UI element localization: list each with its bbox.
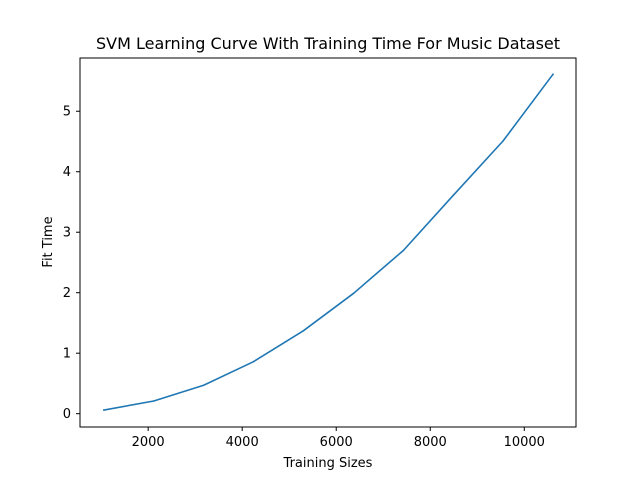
y-tick-label: 0 [63,407,71,422]
x-tick-label: 10000 [504,435,545,450]
y-tick-label: 1 [63,347,71,362]
y-tick-label: 4 [63,165,71,180]
y-tick-label: 2 [63,286,71,301]
data-point [103,409,105,411]
series-layer [103,73,555,411]
data-point [302,330,305,332]
x-tick-label: 4000 [226,435,259,450]
data-point [402,249,405,252]
data-point [502,140,504,142]
y-tick-label: 3 [63,226,71,241]
data-point [352,292,355,295]
data-point [153,400,155,402]
data-point [552,73,554,76]
x-tick-label: 2000 [132,435,165,450]
chart-title: SVM Learning Curve With Training Time Fo… [96,34,560,53]
y-axis-label: Fit Time [41,216,56,267]
y-tick-label: 5 [63,105,71,120]
plot-frame [79,57,577,428]
data-point [202,384,205,387]
x-tick-label: 8000 [414,435,447,450]
x-tick-label: 6000 [320,435,353,450]
series-line [103,73,555,411]
data-point [452,194,455,197]
x-axis-label: Training Sizes [283,456,373,471]
data-point [252,360,255,363]
ticks-layer: 2000 4000 6000 8000 10000 0 1 2 3 4 5 [63,105,545,450]
